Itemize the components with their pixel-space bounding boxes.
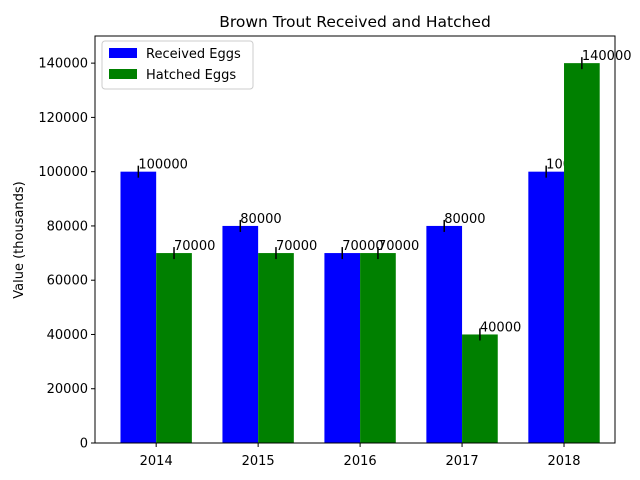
x-tick-label: 2015 [242, 454, 275, 469]
bar-received-2018 [528, 171, 565, 443]
y-tick-label: 60000 [47, 274, 88, 289]
plot-frame [94, 35, 616, 444]
bar-received-2017 [426, 225, 463, 443]
y-axis-label: Value (thousands) [12, 181, 27, 299]
data-label: 70000 [276, 239, 317, 254]
bar-hatched-2017 [462, 334, 498, 443]
x-tick-label: 2014 [140, 454, 173, 469]
y-tick-label: 140000 [38, 57, 88, 72]
x-tick-label: 2017 [446, 454, 479, 469]
legend: Received Eggs Hatched Eggs [101, 40, 254, 90]
bar-hatched-2016 [360, 253, 396, 443]
legend-label-hatched: Hatched Eggs [146, 68, 236, 83]
y-tick-label: 0 [80, 437, 88, 452]
y-tick-label: 40000 [47, 328, 88, 343]
y-tick-label: 20000 [47, 382, 88, 397]
x-tick-label: 2016 [344, 454, 377, 469]
legend-label-received: Received Eggs [146, 47, 241, 62]
bar-received-2015 [222, 225, 259, 443]
bar-hatched-2014 [156, 253, 192, 443]
y-tick-label: 80000 [47, 219, 88, 234]
y-tick-label: 100000 [38, 165, 88, 180]
plot-area: 1000008000070000800001000007000070000700… [38, 35, 632, 469]
y-tick-label: 120000 [38, 111, 88, 126]
x-tick-label: 2018 [547, 454, 580, 469]
legend-box [101, 40, 254, 90]
bar-received-2014 [120, 171, 157, 443]
bar-hatched-2015 [258, 253, 294, 443]
legend-swatch-hatched [109, 69, 137, 79]
bar-hatched-2018 [564, 63, 600, 444]
data-label: 70000 [342, 239, 383, 254]
data-label: 80000 [240, 212, 281, 227]
chart-title: Brown Trout Received and Hatched [219, 13, 491, 31]
data-label: 70000 [174, 239, 215, 254]
data-label: 80000 [444, 212, 485, 227]
data-label: 100000 [138, 158, 188, 173]
data-label: 70000 [378, 239, 419, 254]
legend-swatch-received [109, 48, 137, 58]
data-label: 140000 [582, 49, 632, 64]
bar-received-2016 [324, 253, 361, 443]
data-label: 40000 [480, 320, 521, 335]
